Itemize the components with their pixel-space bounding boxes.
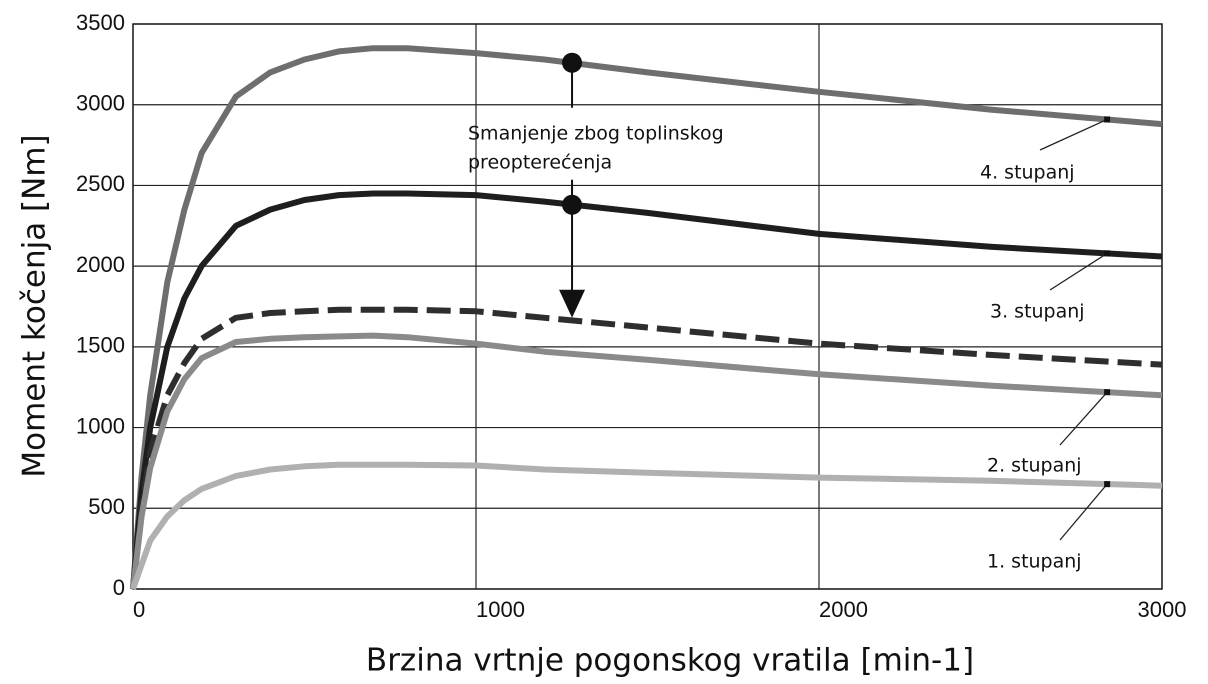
x-tick-label: 3000 [1138,597,1187,622]
series-label: 3. stupanj [990,301,1085,323]
marker-dot [562,194,583,215]
y-tick-label: 1500 [76,333,125,358]
line [130,332,1163,590]
y-tick-label: 2500 [76,171,125,196]
arrow-head [559,289,586,318]
x-tick-label: 2000 [819,597,868,622]
line [130,45,1163,590]
line [130,461,1163,591]
marker-dot [562,52,583,73]
series-label: 2. stupanj [987,455,1082,477]
y-tick-label: 3500 [76,10,125,35]
x-tick-label: 0 [133,597,145,622]
x-axis-title: Brzina vrtnje pogonskog vratila [min-1] [366,643,974,679]
annotation-text: preopterećenja [468,152,612,174]
y-tick-label: 500 [88,494,125,519]
line [130,190,1163,590]
line [130,306,1163,590]
leader-line [1049,252,1108,291]
y-tick-label: 3000 [76,91,125,116]
leader-line [1059,391,1108,446]
leader-dot [1104,481,1111,488]
leader-line [1039,118,1108,151]
y-tick-label: 2000 [76,252,125,277]
leader-line [1059,483,1108,541]
x-tick-label: 1000 [476,597,525,622]
leader-dot [1104,250,1111,257]
annotation-text: Smanjenje zbog toplinskog [468,123,724,145]
y-axis-title: Moment kočenja [Nm] [17,134,53,477]
leader-dot [1104,116,1111,123]
y-tick-label: 1000 [76,413,125,438]
leader-dot [1104,389,1111,396]
series-label: 1. stupanj [987,551,1082,573]
y-tick-label: 0 [113,575,125,600]
series-label: 4. stupanj [980,162,1075,184]
